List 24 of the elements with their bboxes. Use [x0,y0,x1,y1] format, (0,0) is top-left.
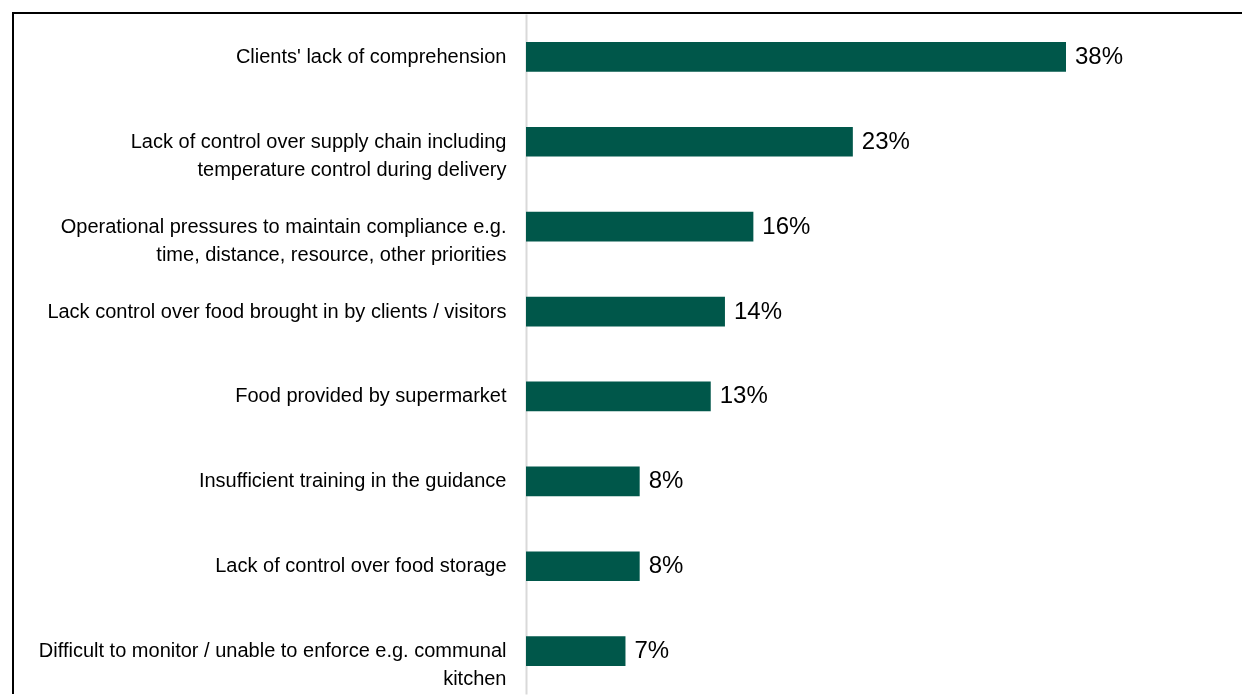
data-label: 8% [648,551,684,579]
y-tick-label: Clients' lack of comprehension [235,44,507,67]
y-tick-label: Insufficient training in the guidance [198,469,507,492]
bar [526,551,640,582]
bar [526,126,853,157]
bar [526,636,626,666]
bar [526,296,725,327]
data-label: 23% [861,126,910,154]
data-label: 38% [1075,41,1124,69]
y-tick-label: Difficult to monitor / unable to enforce e.g. communal kitchen [38,639,507,690]
y-tick-label: Operational pressures to maintain compliance e.g. time, distance, resource, other priorities [60,214,507,265]
y-tick-label: Lack of control over food storage [215,554,507,577]
y-tick-label: Food provided by supermarket [235,384,507,407]
bar [526,211,754,242]
data-label: 7% [634,636,670,664]
data-label: 14% [733,296,782,324]
data-label: 13% [719,381,768,409]
data-label: 8% [648,466,684,494]
bar [526,466,640,497]
bar [526,42,1066,72]
y-tick-label: Lack control over food brought in by clients / visitors [47,299,507,322]
data-label: 16% [762,211,811,239]
bar [526,381,711,412]
y-tick-label: Lack of control over supply chain including temperature control during delivery [130,129,507,180]
